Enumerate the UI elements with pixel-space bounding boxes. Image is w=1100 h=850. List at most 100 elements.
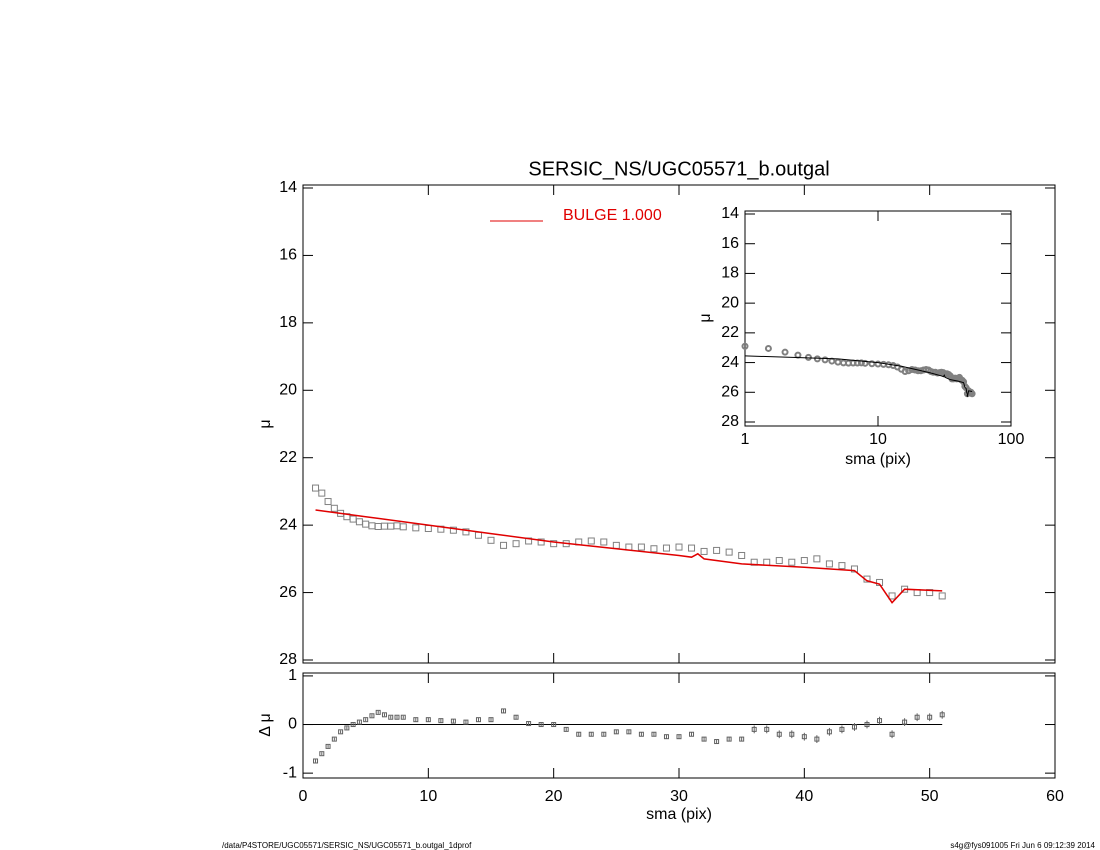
data-point [857,359,865,367]
data-point [501,708,507,714]
model-line [744,355,973,397]
data-point [714,739,720,745]
x-tick-label: 20 [545,788,563,805]
data-point [312,484,320,492]
data-point [828,357,836,365]
data-point [794,351,802,359]
data-point [726,736,732,742]
y-tick-label: 14 [721,205,739,222]
data-point [387,522,395,530]
data-point [325,743,331,749]
data-point [600,538,608,546]
data-point [462,528,470,536]
data-point [512,540,520,548]
y-tick-label: 28 [279,651,297,668]
data-point [550,540,558,548]
data-point [450,718,456,724]
data-point [449,526,457,534]
data-point [613,729,619,735]
data-point [331,736,337,742]
x-tick-label: 1 [741,431,750,448]
data-point [576,731,582,737]
data-point [369,713,375,719]
data-point [813,355,821,363]
data-point [864,722,870,728]
data-point [563,726,569,732]
y-tick-label: 28 [721,413,739,430]
data-point [474,531,482,539]
data-point [663,734,669,740]
data-point [551,722,557,728]
data-point [488,717,494,723]
data-point [344,725,350,731]
data-point [764,726,770,732]
data-point [725,548,733,556]
x-tick-label: 40 [795,788,813,805]
data-point [356,719,362,725]
data-point [463,719,469,725]
y-tick-label: 1 [288,667,297,684]
data-point [800,557,808,565]
y-tick-label: 18 [279,314,297,331]
x-tick-label: 10 [419,788,437,805]
data-point [788,558,796,566]
data-point [801,734,807,740]
data-point [902,719,908,725]
y-tick-label: -1 [283,764,297,781]
data-point [330,504,338,512]
data-point [650,545,658,553]
data-point [413,717,419,723]
y-tick-label: 24 [279,516,297,533]
data-point [826,729,832,735]
data-point [850,565,858,573]
footer-right: s4g@fys091005 Fri Jun 6 09:12:39 2014 [950,841,1095,850]
data-point [938,592,946,600]
data-point [381,712,387,718]
data-point [789,731,795,737]
data-point [700,547,708,555]
x-axis-label: sma (pix) [845,451,911,468]
model-line [315,509,943,604]
data-point [538,722,544,728]
data-point [651,731,657,737]
data-point [626,729,632,735]
data-point [825,560,833,568]
data-point [368,522,376,530]
data-point [338,729,344,735]
y-tick-label: 24 [721,354,739,371]
data-point [362,520,370,528]
main-frame [302,184,1056,664]
x-axis-label: sma (pix) [646,806,712,823]
y-tick-label: 0 [288,716,297,733]
data-point [713,546,721,554]
data-point [688,544,696,552]
x-tick-label: 50 [921,788,939,805]
data-point [526,721,532,727]
data-point [821,356,829,364]
data-point [813,555,821,563]
chart-title: SERSIC_NS/UGC05571_b.outgal [528,158,829,180]
data-point [775,557,783,565]
y-tick-label: 26 [721,384,739,401]
y-tick-label: 16 [721,235,739,252]
data-point [751,726,757,732]
data-point [601,731,607,737]
data-point [738,551,746,559]
data-point [901,367,909,375]
data-point [475,717,481,723]
data-point [839,726,845,732]
x-tick-label: 60 [1046,788,1064,805]
data-point [374,522,382,530]
data-point [763,558,771,566]
data-point [313,758,319,764]
data-point [834,358,842,366]
data-point [388,714,394,720]
data-point [363,717,369,723]
data-point [324,498,332,506]
data-point [675,543,683,551]
data-point [412,524,420,532]
data-point [375,709,381,715]
data-point [689,731,695,737]
y-tick-label: 16 [279,247,297,264]
